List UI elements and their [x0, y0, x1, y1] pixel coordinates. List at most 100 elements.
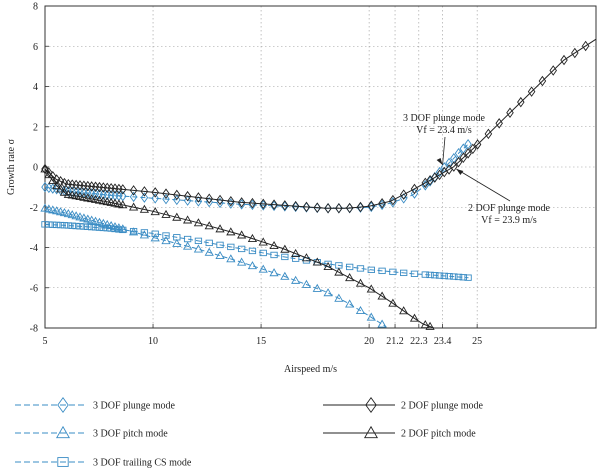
data-point [204, 221, 214, 230]
annotation-arrow [442, 136, 446, 166]
data-point [484, 128, 493, 140]
data-point [270, 251, 278, 259]
data-point [193, 244, 204, 253]
data-point [409, 313, 420, 322]
x-tick-label: 10 [148, 336, 158, 347]
data-point [59, 187, 70, 196]
y-tick-label: -4 [30, 243, 38, 254]
data-point [173, 189, 181, 201]
legend-label: 2 DOF pitch mode [401, 429, 476, 440]
data-point [247, 261, 258, 270]
legend-marker [363, 425, 379, 439]
legend-item: 3 DOF plunge mode [15, 396, 176, 414]
data-point [445, 157, 453, 169]
data-point [345, 299, 355, 308]
data-point [183, 235, 192, 243]
series-3-dof-pitch-mode [40, 203, 387, 328]
data-point [215, 250, 225, 260]
data-point [450, 161, 458, 172]
data-point [226, 254, 236, 263]
data-point [426, 271, 434, 279]
annotation-line: 2 DOF plunge mode [468, 203, 551, 214]
data-point [258, 237, 268, 246]
data-point [162, 193, 170, 205]
y-tick-label: -6 [30, 283, 38, 294]
data-point [161, 236, 171, 245]
data-point [389, 268, 397, 276]
data-point [172, 238, 182, 247]
data-point [356, 201, 365, 213]
data-point [173, 194, 181, 206]
data-point [44, 170, 54, 179]
data-point [560, 54, 568, 66]
legend-marker [55, 425, 71, 439]
data-point [335, 203, 343, 214]
x-tick-label: 25 [472, 336, 482, 347]
data-point [60, 222, 69, 229]
data-point [399, 193, 408, 204]
data-point [194, 237, 203, 245]
data-point [324, 203, 332, 214]
data-point [87, 215, 97, 224]
data-point [270, 199, 278, 210]
data-point [269, 240, 279, 250]
data-point [103, 225, 111, 232]
data-point [56, 221, 65, 229]
data-point [258, 264, 268, 273]
data-point [454, 156, 463, 168]
data-point [237, 245, 246, 253]
series-3-dof-trailing-cs-mode [41, 221, 472, 281]
data-point [378, 267, 386, 275]
series-line [44, 38, 597, 209]
legend-label: 3 DOF trailing CS mode [93, 458, 192, 469]
data-point [388, 298, 398, 307]
data-point [161, 209, 171, 218]
data-point [345, 202, 354, 214]
data-point [139, 230, 150, 239]
data-point [205, 193, 213, 204]
data-point [150, 207, 160, 216]
y-tick-label: -2 [30, 203, 38, 214]
data-point [40, 164, 50, 173]
data-point [469, 143, 477, 155]
data-point [517, 96, 525, 108]
data-point [425, 321, 435, 330]
data-point [162, 232, 170, 239]
data-point [63, 209, 73, 218]
data-point [313, 202, 322, 213]
data-point [119, 226, 127, 234]
data-point [366, 312, 376, 321]
data-point [41, 163, 49, 175]
legend-label: 2 DOF plunge mode [401, 401, 484, 412]
data-point [55, 207, 66, 216]
data-point [291, 200, 300, 212]
data-point [79, 213, 89, 222]
data-point [292, 255, 300, 262]
x-tick-label: 5 [43, 336, 48, 347]
data-point [410, 183, 419, 195]
data-point [291, 248, 301, 257]
data-point [111, 225, 119, 233]
annotation-line: Vf = 23.9 m/s [481, 215, 537, 226]
data-point [183, 190, 192, 202]
data-point [377, 319, 387, 328]
data-point [356, 265, 365, 272]
legend-item: 2 DOF plunge mode [323, 396, 484, 414]
y-tick-label: 6 [33, 42, 38, 53]
annotation-line: 3 DOF plunge mode [403, 113, 486, 124]
data-point [377, 291, 387, 300]
data-point [301, 253, 312, 262]
data-point [445, 273, 453, 280]
data-point [40, 203, 50, 212]
annotation-arrowhead [436, 158, 443, 165]
data-point [182, 215, 193, 224]
data-point [52, 174, 61, 185]
data-point [464, 148, 472, 159]
data-point [71, 211, 81, 220]
x-tick-label: 20 [364, 336, 374, 347]
data-point [323, 288, 333, 297]
y-tick-label: -8 [30, 324, 38, 335]
